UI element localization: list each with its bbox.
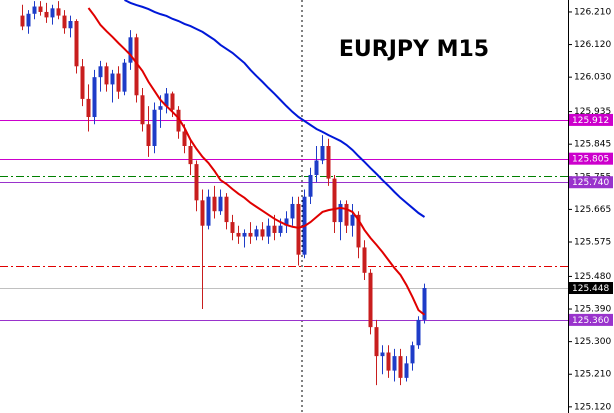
candle-body: [416, 319, 421, 346]
candle-body: [164, 93, 169, 107]
candle-body: [368, 272, 373, 328]
candle-body: [380, 352, 385, 357]
plot-layer: [0, 0, 568, 386]
candle-body: [350, 214, 355, 226]
candle-body: [62, 15, 67, 29]
candle-body: [80, 66, 85, 99]
chart-title: EURJPY M15: [339, 37, 489, 62]
candle-body: [68, 21, 73, 29]
candle-body: [320, 145, 325, 161]
y-tick-label: 125.665: [574, 205, 611, 215]
candle-body: [74, 21, 79, 67]
candle-body: [338, 203, 343, 223]
candle-body: [200, 200, 205, 226]
candle-body: [248, 232, 253, 237]
y-tick-label: 126.210: [574, 7, 611, 17]
candle-body: [104, 66, 109, 85]
candle-body: [146, 124, 151, 146]
candle-body: [242, 232, 247, 237]
y-tick-label: 125.300: [574, 337, 611, 347]
candle-body: [44, 11, 49, 18]
candle-body: [194, 164, 199, 201]
candle-body: [122, 62, 127, 92]
candle-body: [374, 327, 379, 357]
candle-body: [386, 352, 391, 371]
candle-body: [266, 225, 271, 237]
candle-body: [170, 93, 175, 110]
candle-body: [176, 109, 181, 132]
candle-body: [422, 288, 427, 320]
y-tick-label: 125.575: [574, 238, 611, 248]
candle-body: [404, 363, 409, 378]
candle-body: [296, 203, 301, 255]
y-tick-label: 126.120: [574, 40, 611, 50]
candle-body: [344, 203, 349, 226]
price-label-box: [569, 152, 613, 165]
candle-body: [260, 229, 265, 237]
y-tick-label: 126.030: [574, 73, 611, 83]
candle-body: [236, 232, 241, 237]
candle-body: [26, 13, 31, 27]
candle-body: [230, 222, 235, 233]
candle-body: [152, 109, 157, 146]
candle-body: [398, 356, 403, 378]
price-label: 125.360: [572, 316, 609, 326]
candle-body: [158, 106, 163, 110]
candle-body: [218, 196, 223, 212]
price-label-box: [569, 176, 613, 189]
price-label-box: [569, 113, 613, 126]
price-label: 125.448: [572, 284, 609, 294]
price-label: 125.805: [572, 155, 609, 165]
candle-body: [272, 225, 277, 233]
candle-body: [332, 178, 337, 223]
price-label: 125.740: [572, 178, 609, 188]
candle-body: [290, 203, 295, 219]
candle-body: [410, 345, 415, 364]
y-tick-label: 125.480: [574, 272, 611, 282]
y-tick-label: 125.210: [574, 370, 611, 380]
candle-body: [392, 356, 397, 371]
candle-body: [92, 77, 97, 118]
candle-body: [86, 98, 91, 118]
candle-body: [50, 8, 55, 18]
moving-average: [87, 7, 426, 316]
y-tick-label: 125.120: [574, 402, 611, 412]
moving-average: [124, 0, 426, 218]
y-tick-label: 125.935: [574, 107, 611, 117]
candle-body: [254, 229, 259, 237]
price-label: 125.912: [572, 116, 609, 126]
candle-body: [32, 6, 37, 14]
price-label-box: [569, 313, 613, 326]
candle-body: [308, 174, 313, 197]
candle-body: [188, 145, 193, 165]
candle-body: [116, 73, 121, 92]
y-tick-label: 125.390: [574, 305, 611, 315]
candle-body: [278, 225, 283, 233]
candle-body: [326, 145, 331, 179]
candle-body: [224, 196, 229, 223]
candle-body: [98, 66, 103, 78]
candle-body: [110, 73, 115, 85]
candle-body: [38, 6, 43, 12]
candle-body: [284, 218, 289, 226]
candle-body: [182, 131, 187, 146]
candle-body: [20, 15, 25, 27]
candle-body: [362, 247, 367, 273]
candle-body: [356, 214, 361, 248]
candle-body: [212, 196, 217, 212]
candle-body: [206, 196, 211, 226]
candle-body: [56, 8, 61, 16]
candle-body: [128, 37, 133, 63]
candle-body: [314, 160, 319, 175]
candle-body: [134, 37, 139, 96]
candle-body: [140, 95, 145, 125]
y-tick-label: 125.845: [574, 140, 611, 150]
price-label-box: [569, 282, 613, 295]
